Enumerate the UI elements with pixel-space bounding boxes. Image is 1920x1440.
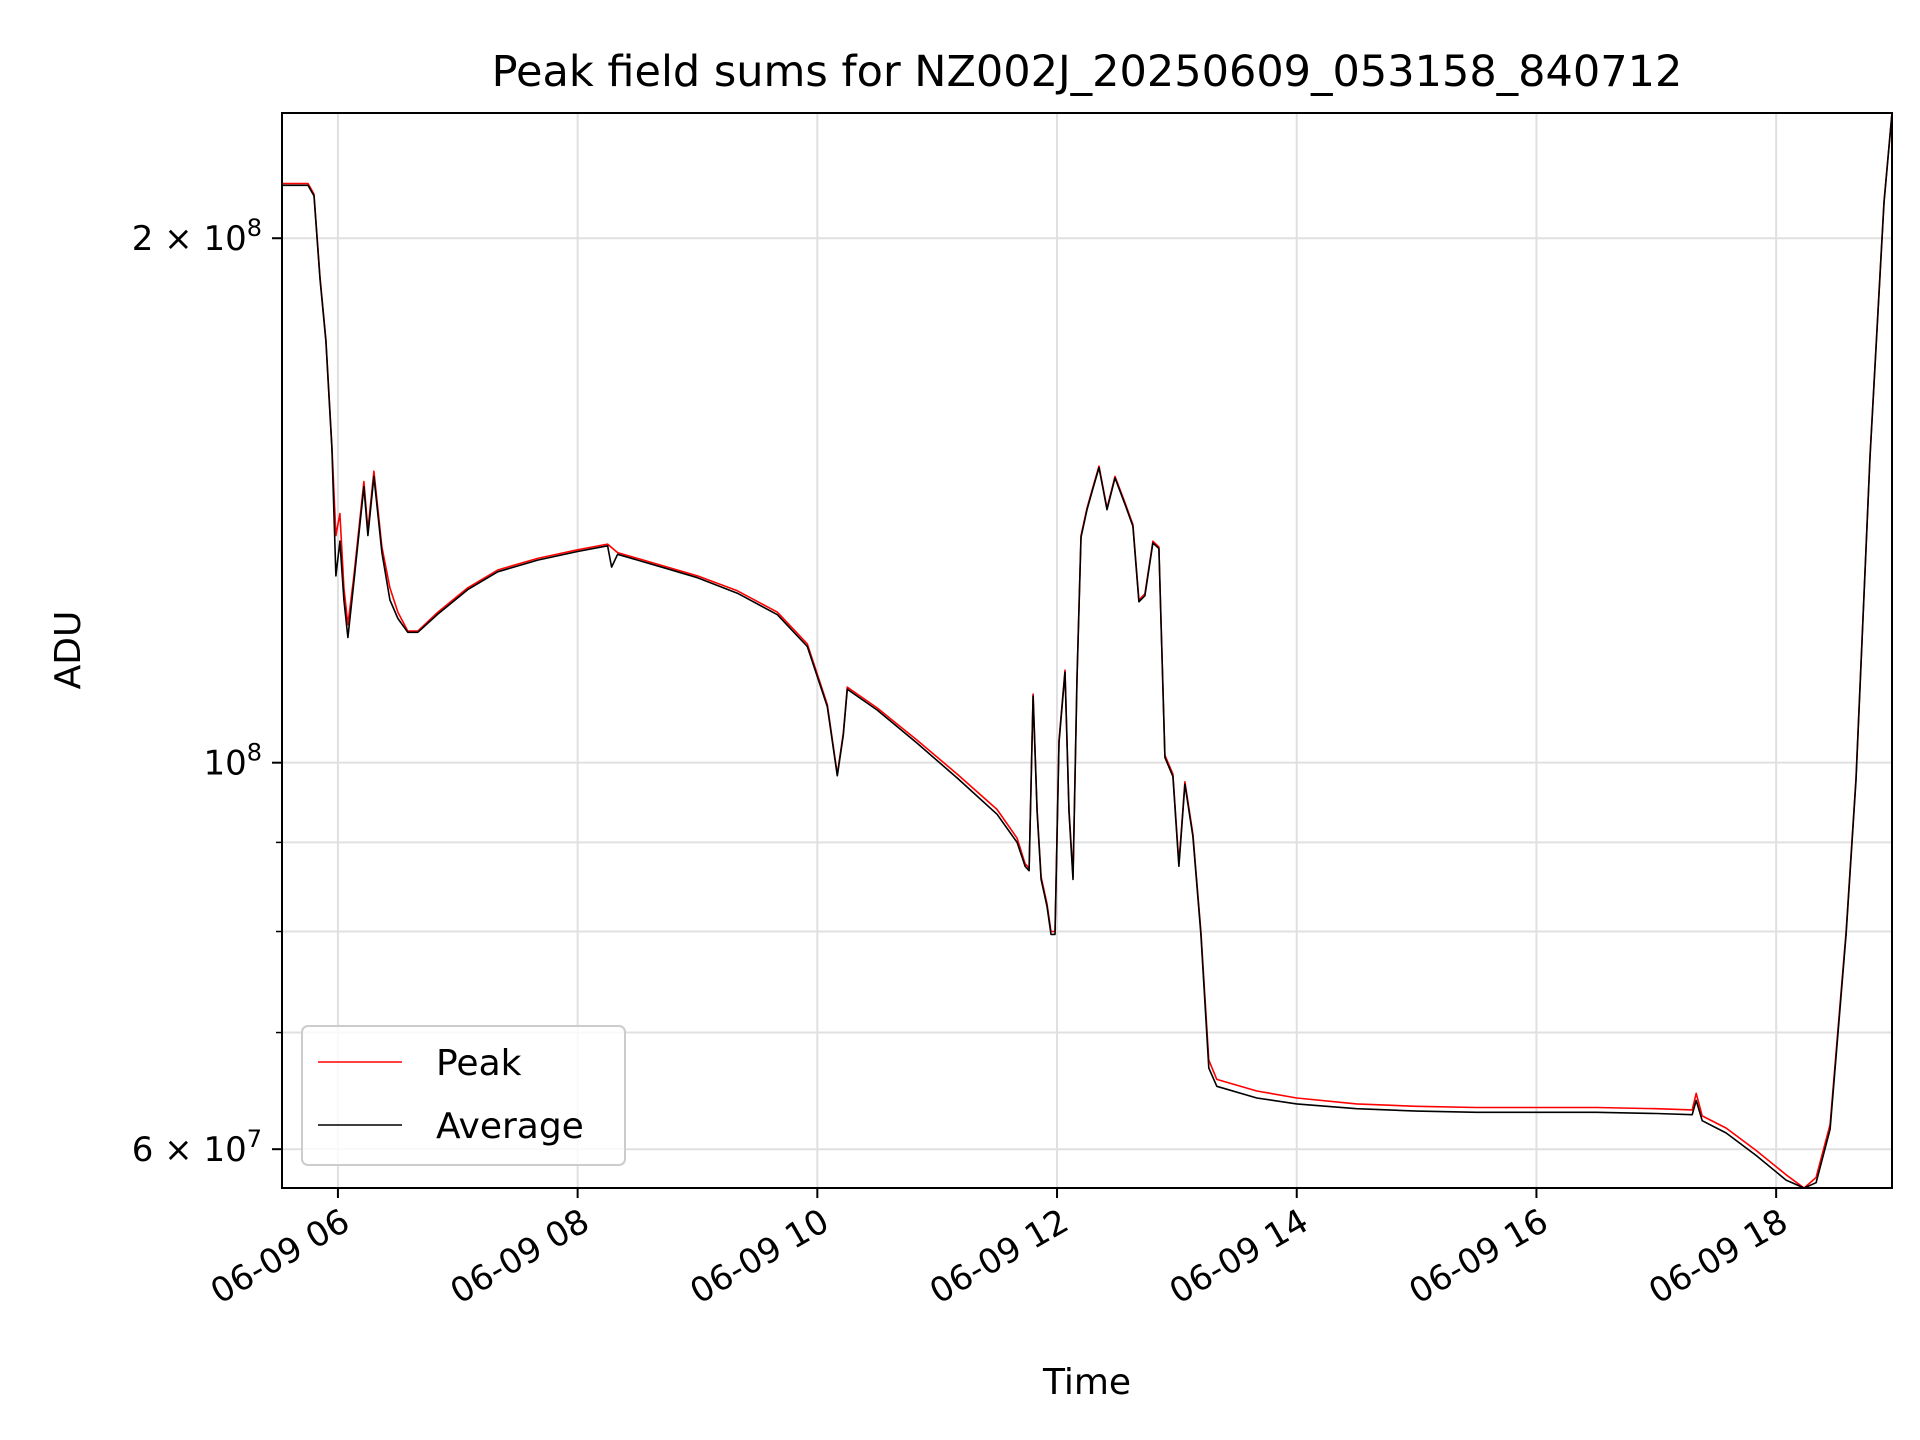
chart-title: Peak field sums for NZ002J_20250609_0531… <box>492 47 1683 97</box>
x-tick-label: 06-09 10 <box>683 1201 835 1312</box>
x-tick-label: 06-09 18 <box>1642 1201 1794 1312</box>
x-tick-label: 06-09 16 <box>1403 1201 1555 1312</box>
x-tick-label: 06-09 06 <box>204 1201 356 1312</box>
legend-label-peak: Peak <box>436 1043 522 1084</box>
x-axis-label: Time <box>1042 1362 1131 1403</box>
y-tick-label: 108 <box>203 739 262 784</box>
series-layer <box>282 112 1893 1189</box>
legend: Peak Average <box>301 1025 626 1166</box>
legend-box <box>301 1025 626 1166</box>
legend-label-average: Average <box>436 1106 584 1147</box>
x-tick-label: 06-09 08 <box>444 1201 596 1312</box>
x-tick-label: 06-09 14 <box>1163 1201 1315 1312</box>
y-tick-label: 2 × 108 <box>132 214 262 259</box>
y-tick-label: 6 × 107 <box>132 1125 262 1170</box>
series-line-average <box>282 112 1893 1189</box>
y-axis-label: ADU <box>48 611 89 690</box>
x-tick-label: 06-09 12 <box>923 1201 1075 1312</box>
plot-frame <box>281 112 1893 1189</box>
